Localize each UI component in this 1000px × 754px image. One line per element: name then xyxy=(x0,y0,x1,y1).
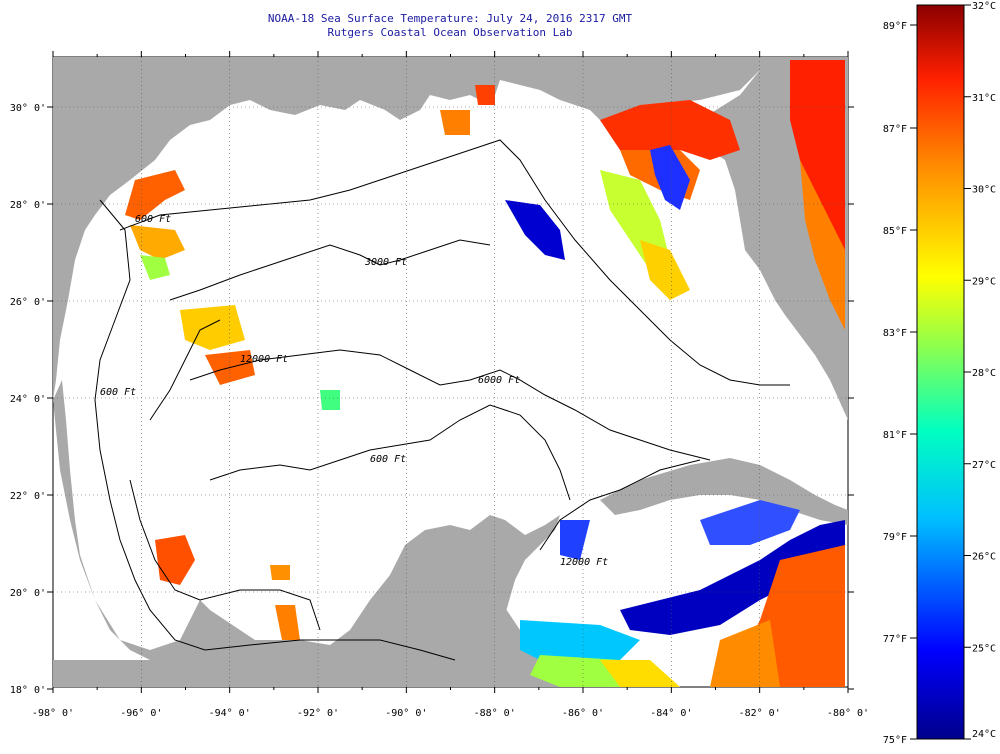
axis-ticks xyxy=(47,51,854,693)
lat-label: 18° 0' xyxy=(10,685,46,696)
colorbar-c-label: 25°C xyxy=(972,643,996,654)
lat-label: 22° 0' xyxy=(10,491,46,502)
graticule xyxy=(53,57,848,687)
contour-label: 600 Ft xyxy=(370,454,406,465)
contour-label: 12000 Ft xyxy=(560,557,608,568)
sst-patch xyxy=(125,170,185,220)
lon-label: -80° 0' xyxy=(827,708,869,719)
colorbar-f-label: 79°F xyxy=(883,532,907,543)
lon-label: -90° 0' xyxy=(385,708,427,719)
sst-patch xyxy=(560,520,590,560)
map-subtitle: Rutgers Coastal Ocean Observation Lab xyxy=(327,26,573,39)
lon-label: -82° 0' xyxy=(739,708,781,719)
lon-label: -92° 0' xyxy=(297,708,339,719)
contour-3000ft xyxy=(119,139,790,386)
contour-deep xyxy=(209,404,571,501)
lat-label: 24° 0' xyxy=(10,394,46,405)
sst-patch xyxy=(600,100,740,160)
yucatan-land xyxy=(455,590,560,687)
contour-campeche xyxy=(129,479,321,631)
contour-label: 3000 Ft xyxy=(364,257,407,268)
sst-patch xyxy=(600,660,680,687)
contour-loop xyxy=(149,319,221,421)
colorbar xyxy=(916,4,965,740)
sst-patch xyxy=(620,520,845,635)
lon-label: -98° 0' xyxy=(32,708,74,719)
sst-patch xyxy=(140,255,170,280)
lat-label: 20° 0' xyxy=(10,588,46,599)
lon-label: -94° 0' xyxy=(209,708,251,719)
sst-patch xyxy=(180,305,245,350)
contour-12000ft xyxy=(169,239,491,301)
colorbar-f-label: 81°F xyxy=(883,430,907,441)
contour-6000ft xyxy=(189,349,711,461)
contour-label: 6000 Ft xyxy=(478,375,520,386)
colorbar-f-label: 85°F xyxy=(883,226,907,237)
sst-patch xyxy=(790,60,845,250)
map-title: NOAA-18 Sea Surface Temperature: July 24… xyxy=(267,12,633,25)
lon-label: -96° 0' xyxy=(120,708,162,719)
sst-patch xyxy=(475,85,495,105)
sst-patch xyxy=(130,225,185,260)
colorbar-c-label: 32°C xyxy=(972,1,996,12)
colorbar-c-label: 27°C xyxy=(972,460,996,471)
colorbar-c-label: 24°C xyxy=(972,729,996,740)
colorbar-c-label: 30°C xyxy=(972,185,996,196)
sst-patch xyxy=(800,160,845,330)
sst-patch xyxy=(275,605,300,640)
lon-label: -86° 0' xyxy=(562,708,604,719)
mexico-land xyxy=(53,380,848,687)
sst-patch xyxy=(440,110,470,135)
colorbar-ticks xyxy=(910,4,971,740)
bathymetry-contours xyxy=(94,139,790,661)
sst-patch xyxy=(320,390,340,410)
colorbar-f-label: 87°F xyxy=(883,124,907,135)
us-coast-land xyxy=(53,57,848,400)
lat-label: 28° 0' xyxy=(10,200,46,211)
sst-patch xyxy=(650,145,690,210)
colorbar-f-label: 75°F xyxy=(883,735,907,746)
sst-patch xyxy=(640,240,690,300)
colorbar-f-label: 77°F xyxy=(883,634,907,645)
lon-label: -84° 0' xyxy=(650,708,692,719)
colorbar-f-label: 89°F xyxy=(883,21,907,32)
colorbar-c-label: 29°C xyxy=(972,276,996,287)
sst-patch xyxy=(700,500,800,545)
contour-label: 600 Ft xyxy=(135,214,171,225)
lat-label: 26° 0' xyxy=(10,297,46,308)
sst-patch xyxy=(270,565,290,580)
sst-patch xyxy=(710,620,780,687)
contour-label: 12000 Ft xyxy=(240,354,288,365)
colorbar-f-label: 83°F xyxy=(883,328,907,339)
contour-600ft xyxy=(94,199,456,661)
colorbar-c-label: 28°C xyxy=(972,368,996,379)
lat-label: 30° 0' xyxy=(10,103,46,114)
colorbar-c-label: 26°C xyxy=(972,552,996,563)
sst-patch xyxy=(155,535,195,585)
lon-label: -88° 0' xyxy=(474,708,516,719)
sst-patch xyxy=(520,620,640,665)
colorbar-c-label: 31°C xyxy=(972,93,996,104)
sst-data-overlay xyxy=(125,60,845,687)
sst-patch xyxy=(505,200,565,260)
contour-label: 600 Ft xyxy=(100,387,136,398)
